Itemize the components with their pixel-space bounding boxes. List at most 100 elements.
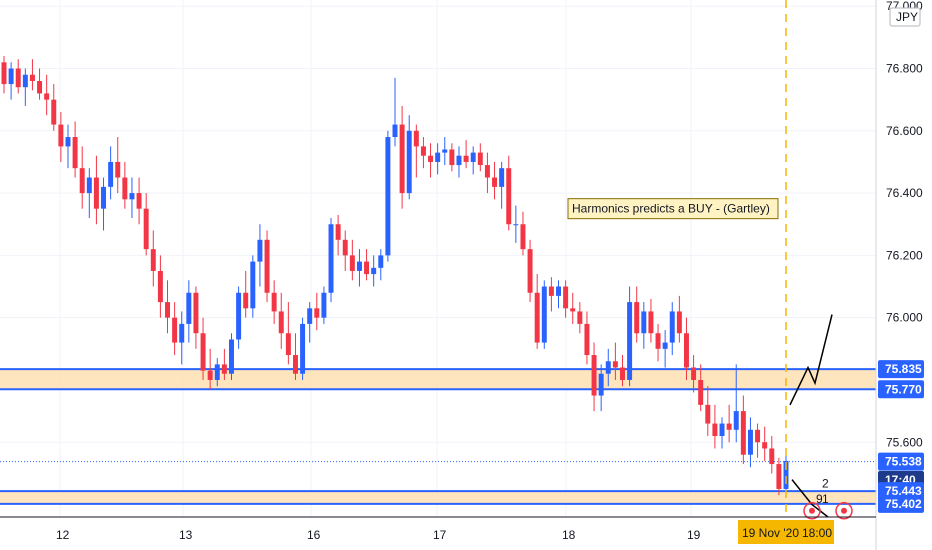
candle-body[interactable] — [449, 149, 455, 166]
candle-body[interactable] — [86, 177, 92, 194]
candle-body[interactable] — [413, 130, 419, 147]
candle-body[interactable] — [93, 177, 99, 209]
candle-body[interactable] — [541, 286, 547, 343]
candle-body[interactable] — [22, 74, 28, 88]
annotation-box[interactable] — [567, 198, 779, 220]
candle-body[interactable] — [8, 68, 14, 85]
candle-body[interactable] — [65, 137, 71, 147]
candle-body[interactable] — [747, 429, 753, 455]
candle-body[interactable] — [136, 193, 142, 209]
candle-body[interactable] — [499, 168, 505, 187]
candle-body[interactable] — [371, 267, 377, 275]
candle-body[interactable] — [420, 146, 426, 156]
candle-body[interactable] — [442, 149, 448, 153]
candle-body[interactable] — [740, 411, 746, 455]
candle-body[interactable] — [456, 155, 462, 166]
candle-body[interactable] — [172, 317, 178, 343]
candle-body[interactable] — [236, 292, 242, 340]
candle-body[interactable] — [349, 255, 355, 271]
candle-body[interactable] — [477, 152, 483, 166]
candle-body[interactable] — [719, 423, 725, 437]
candle-body[interactable] — [620, 367, 625, 380]
candle-body[interactable] — [79, 168, 85, 194]
candle-body[interactable] — [548, 286, 554, 296]
candle-body[interactable] — [342, 239, 348, 256]
candle-body[interactable] — [58, 124, 64, 147]
candle-body[interactable] — [378, 255, 384, 268]
candle-body[interactable] — [570, 308, 576, 312]
candle-body[interactable] — [44, 93, 50, 100]
candle-body[interactable] — [150, 249, 156, 271]
candle-body[interactable] — [463, 155, 469, 162]
candle-body[interactable] — [492, 177, 498, 187]
candle-body[interactable] — [627, 302, 633, 380]
candle-body[interactable] — [1, 62, 7, 85]
candle-body[interactable] — [733, 411, 739, 430]
candle-body[interactable] — [428, 155, 434, 162]
candle-body[interactable] — [605, 361, 611, 374]
candle-body[interactable] — [655, 333, 661, 349]
candle-body[interactable] — [534, 292, 540, 343]
currency-box[interactable] — [889, 7, 921, 27]
candle-body[interactable] — [762, 442, 768, 449]
candle-body[interactable] — [598, 373, 604, 396]
candle-body[interactable] — [165, 302, 170, 318]
candle-body[interactable] — [221, 364, 227, 374]
candle-body[interactable] — [243, 292, 249, 309]
candle-body[interactable] — [257, 239, 263, 262]
candle-body[interactable] — [662, 342, 668, 349]
candle-body[interactable] — [250, 261, 256, 309]
candle-body[interactable] — [179, 323, 185, 343]
candle-body[interactable] — [72, 137, 78, 169]
candle-body[interactable] — [51, 99, 57, 125]
candle-body[interactable] — [698, 379, 704, 405]
candle-body[interactable] — [186, 292, 192, 324]
candle-body[interactable] — [683, 333, 689, 368]
candle-body[interactable] — [271, 292, 277, 312]
signal-marker[interactable] — [835, 502, 853, 520]
candle-body[interactable] — [648, 311, 654, 334]
candle-body[interactable] — [520, 224, 526, 250]
candle-body[interactable] — [108, 161, 114, 187]
candle-body[interactable] — [300, 323, 306, 374]
candle-body[interactable] — [29, 74, 35, 81]
candle-body[interactable] — [556, 286, 561, 296]
candle-body[interactable] — [264, 239, 270, 293]
time-highlight-box[interactable] — [738, 520, 834, 544]
candle-body[interactable] — [129, 193, 135, 200]
signal-marker[interactable] — [803, 502, 821, 520]
candle-body[interactable] — [328, 224, 334, 293]
candle-body[interactable] — [769, 448, 775, 465]
candle-body[interactable] — [200, 333, 206, 371]
candle-body[interactable] — [783, 460, 789, 489]
candle-body[interactable] — [669, 311, 675, 343]
candle-body[interactable] — [755, 429, 761, 443]
candle-body[interactable] — [364, 261, 370, 275]
candle-body[interactable] — [691, 367, 697, 380]
candle-body[interactable] — [484, 165, 490, 178]
candle-body[interactable] — [307, 308, 313, 324]
candle-body[interactable] — [143, 208, 149, 250]
candle-body[interactable] — [584, 323, 590, 356]
candle-body[interactable] — [278, 311, 284, 334]
candle-body[interactable] — [470, 152, 476, 162]
candle-body[interactable] — [506, 168, 512, 225]
candle-body[interactable] — [15, 68, 21, 88]
candle-body[interactable] — [399, 124, 405, 194]
candle-body[interactable] — [101, 186, 107, 209]
candle-body[interactable] — [676, 311, 682, 334]
candle-body[interactable] — [356, 261, 362, 271]
candle-body[interactable] — [563, 286, 569, 309]
candle-body[interactable] — [776, 464, 782, 489]
candle-body[interactable] — [513, 224, 519, 226]
candle-body[interactable] — [577, 311, 583, 324]
candle-body[interactable] — [641, 311, 647, 334]
candle-body[interactable] — [207, 370, 213, 380]
candle-body[interactable] — [115, 161, 121, 178]
candle-body[interactable] — [122, 177, 128, 200]
candle-body[interactable] — [634, 302, 640, 334]
candle-body[interactable] — [435, 152, 441, 162]
candle-body[interactable] — [314, 308, 320, 318]
candle-body[interactable] — [612, 361, 618, 368]
candle-body[interactable] — [335, 224, 341, 240]
